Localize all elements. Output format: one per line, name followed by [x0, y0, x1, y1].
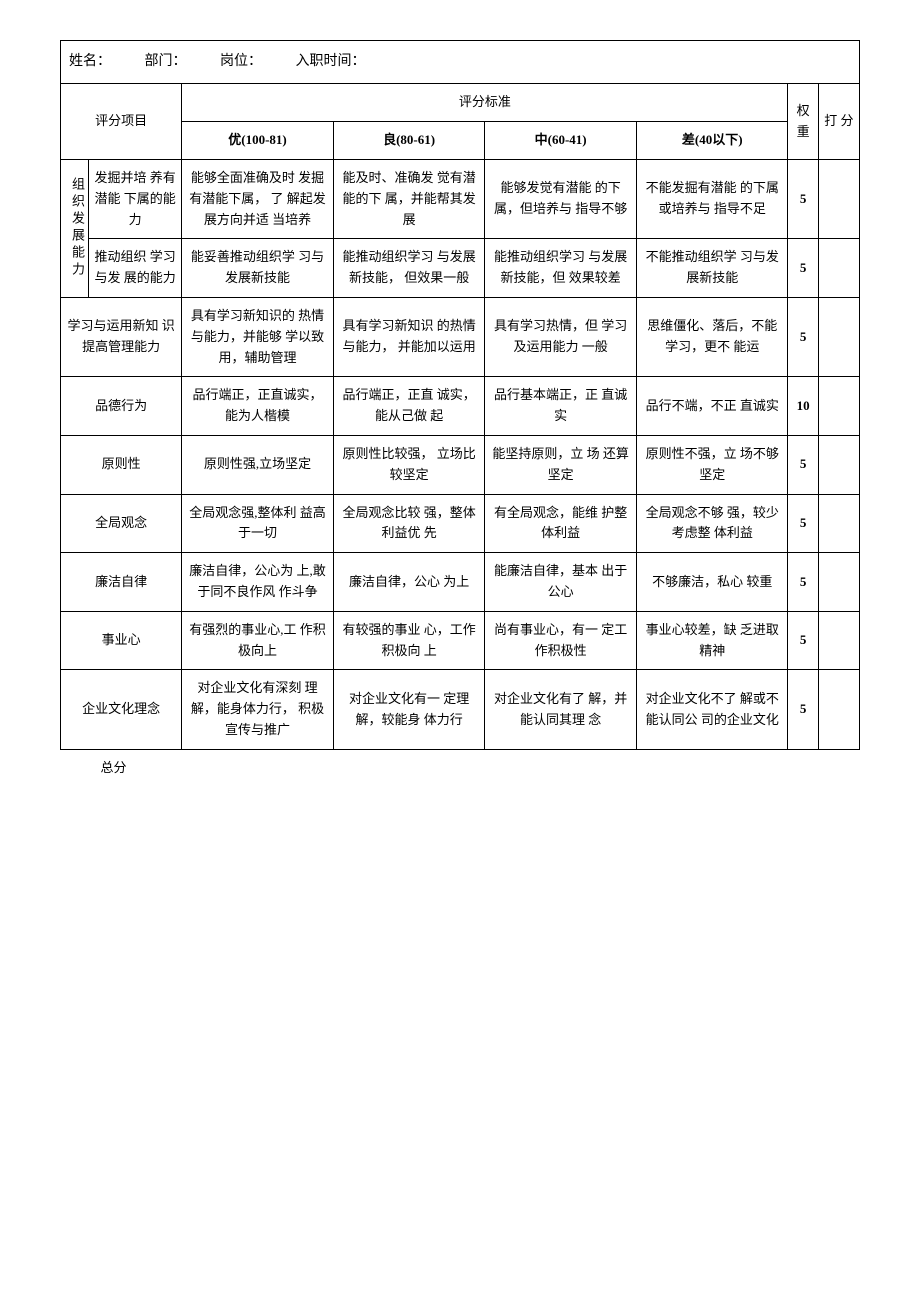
col-weight: 权重 [788, 84, 818, 160]
good-cell: 全局观念比较 强，整体利益优 先 [333, 494, 485, 553]
dept-label: 部门： [145, 51, 187, 73]
excellent-cell: 有强烈的事业心,工 作积极向上 [182, 611, 334, 670]
poor-cell: 不能发掘有潜能 的下属或培养与 指导不足 [636, 159, 788, 238]
col-standard: 评分标准 [182, 84, 788, 122]
header-info-row: 姓名： 部门： 岗位： 入职时间： [61, 41, 860, 84]
score-cell[interactable] [818, 239, 859, 298]
poor-cell: 不能推动组织学 习与发展新技能 [636, 239, 788, 298]
good-cell: 廉洁自律，公心 为上 [333, 553, 485, 612]
excellent-cell: 品行端正，正直诚实，能为人楷模 [182, 377, 334, 436]
poor-cell: 事业心较差，缺 乏进取精神 [636, 611, 788, 670]
column-header-row-1: 评分项目 评分标准 权重 打 分 [61, 84, 860, 122]
col-poor: 差(40以下) [636, 122, 788, 160]
post-label: 岗位： [220, 51, 262, 73]
table-row: 原则性 原则性强,立场坚定 原则性比较强， 立场比较坚定 能坚持原则，立 场 还… [61, 435, 860, 494]
name-label: 姓名： [69, 51, 111, 73]
score-cell[interactable] [818, 553, 859, 612]
good-cell: 能推动组织学习 与发展新技能， 但效果一般 [333, 239, 485, 298]
table-row: 廉洁自律 廉洁自律，公心为 上,敢于同不良作风 作斗争 廉洁自律，公心 为上 能… [61, 553, 860, 612]
medium-cell: 有全局观念，能维 护整体利益 [485, 494, 637, 553]
excellent-cell: 能够全面准确及时 发掘有潜能下属， 了 解起发展方向并适 当培养 [182, 159, 334, 238]
item-cell: 推动组织 学习与发 展的能力 [89, 239, 182, 298]
poor-cell: 不够廉洁，私心 较重 [636, 553, 788, 612]
excellent-cell: 对企业文化有深刻 理解，能身体力行， 积极宣传与推广 [182, 670, 334, 749]
weight-cell: 5 [788, 494, 818, 553]
score-cell[interactable] [818, 670, 859, 749]
item-cell: 廉洁自律 [61, 553, 182, 612]
medium-cell: 能坚持原则，立 场 还算坚定 [485, 435, 637, 494]
excellent-cell: 能妥善推动组织学 习与发展新技能 [182, 239, 334, 298]
col-excellent: 优(100-81) [182, 122, 334, 160]
item-cell: 原则性 [61, 435, 182, 494]
evaluation-table: 姓名： 部门： 岗位： 入职时间： 评分项目 评分标准 权重 打 分 优(100… [60, 40, 860, 787]
col-item: 评分项目 [61, 84, 182, 160]
table-row: 组织发展能力 发掘并培 养有潜能 下属的能 力 能够全面准确及时 发掘有潜能下属… [61, 159, 860, 238]
medium-cell: 能廉洁自律，基本 出于公心 [485, 553, 637, 612]
total-label: 总分 [61, 749, 860, 786]
good-cell: 对企业文化有一 定理解，较能身 体力行 [333, 670, 485, 749]
weight-cell: 5 [788, 611, 818, 670]
good-cell: 有较强的事业 心，工作积极向 上 [333, 611, 485, 670]
score-cell[interactable] [818, 377, 859, 436]
excellent-cell: 原则性强,立场坚定 [182, 435, 334, 494]
weight-cell: 5 [788, 297, 818, 376]
item-cell: 事业心 [61, 611, 182, 670]
item-cell: 全局观念 [61, 494, 182, 553]
weight-cell: 5 [788, 670, 818, 749]
table-row: 推动组织 学习与发 展的能力 能妥善推动组织学 习与发展新技能 能推动组织学习 … [61, 239, 860, 298]
medium-cell: 品行基本端正，正 直诚实 [485, 377, 637, 436]
score-cell[interactable] [818, 297, 859, 376]
score-cell[interactable] [818, 611, 859, 670]
excellent-cell: 廉洁自律，公心为 上,敢于同不良作风 作斗争 [182, 553, 334, 612]
good-cell: 具有学习新知识 的热情与能力， 并能加以运用 [333, 297, 485, 376]
col-score: 打 分 [818, 84, 859, 160]
table-row: 学习与运用新知 识提高管理能力 具有学习新知识的 热情与能力，并能够 学以致用，… [61, 297, 860, 376]
poor-cell: 全局观念不够 强，较少考虑整 体利益 [636, 494, 788, 553]
weight-cell: 10 [788, 377, 818, 436]
weight-cell: 5 [788, 239, 818, 298]
medium-cell: 尚有事业心，有一 定工作积极性 [485, 611, 637, 670]
weight-cell: 5 [788, 435, 818, 494]
score-cell[interactable] [818, 435, 859, 494]
weight-cell: 5 [788, 553, 818, 612]
good-cell: 原则性比较强， 立场比较坚定 [333, 435, 485, 494]
medium-cell: 具有学习热情，但 学习及运用能力 一般 [485, 297, 637, 376]
table-row: 企业文化理念 对企业文化有深刻 理解，能身体力行， 积极宣传与推广 对企业文化有… [61, 670, 860, 749]
poor-cell: 思维僵化、落后，不能学习，更不 能运 [636, 297, 788, 376]
excellent-cell: 具有学习新知识的 热情与能力，并能够 学以致用，辅助管理 [182, 297, 334, 376]
col-medium: 中(60-41) [485, 122, 637, 160]
good-cell: 能及时、准确发 觉有潜能的下 属，并能帮其发 展 [333, 159, 485, 238]
hire-label: 入职时间： [296, 51, 366, 73]
medium-cell: 能推动组织学习 与发展新技能，但 效果较差 [485, 239, 637, 298]
excellent-cell: 全局观念强,整体利 益高于一切 [182, 494, 334, 553]
poor-cell: 原则性不强，立 场不够坚定 [636, 435, 788, 494]
item-cell: 品德行为 [61, 377, 182, 436]
poor-cell: 对企业文化不了 解或不能认同公 司的企业文化 [636, 670, 788, 749]
item-cell: 学习与运用新知 识提高管理能力 [61, 297, 182, 376]
item-cell: 企业文化理念 [61, 670, 182, 749]
table-row: 事业心 有强烈的事业心,工 作积极向上 有较强的事业 心，工作积极向 上 尚有事… [61, 611, 860, 670]
table-row: 品德行为 品行端正，正直诚实，能为人楷模 品行端正，正直 诚实，能从己做 起 品… [61, 377, 860, 436]
medium-cell: 对企业文化有了 解，并能认同其理 念 [485, 670, 637, 749]
group-cell-org-dev: 组织发展能力 [61, 159, 89, 297]
good-cell: 品行端正，正直 诚实，能从己做 起 [333, 377, 485, 436]
item-cell: 发掘并培 养有潜能 下属的能 力 [89, 159, 182, 238]
table-row: 全局观念 全局观念强,整体利 益高于一切 全局观念比较 强，整体利益优 先 有全… [61, 494, 860, 553]
poor-cell: 品行不端，不正 直诚实 [636, 377, 788, 436]
total-row: 总分 [61, 749, 860, 786]
col-good: 良(80-61) [333, 122, 485, 160]
weight-cell: 5 [788, 159, 818, 238]
score-cell[interactable] [818, 494, 859, 553]
score-cell[interactable] [818, 159, 859, 238]
medium-cell: 能够发觉有潜能 的下属，但培养与 指导不够 [485, 159, 637, 238]
